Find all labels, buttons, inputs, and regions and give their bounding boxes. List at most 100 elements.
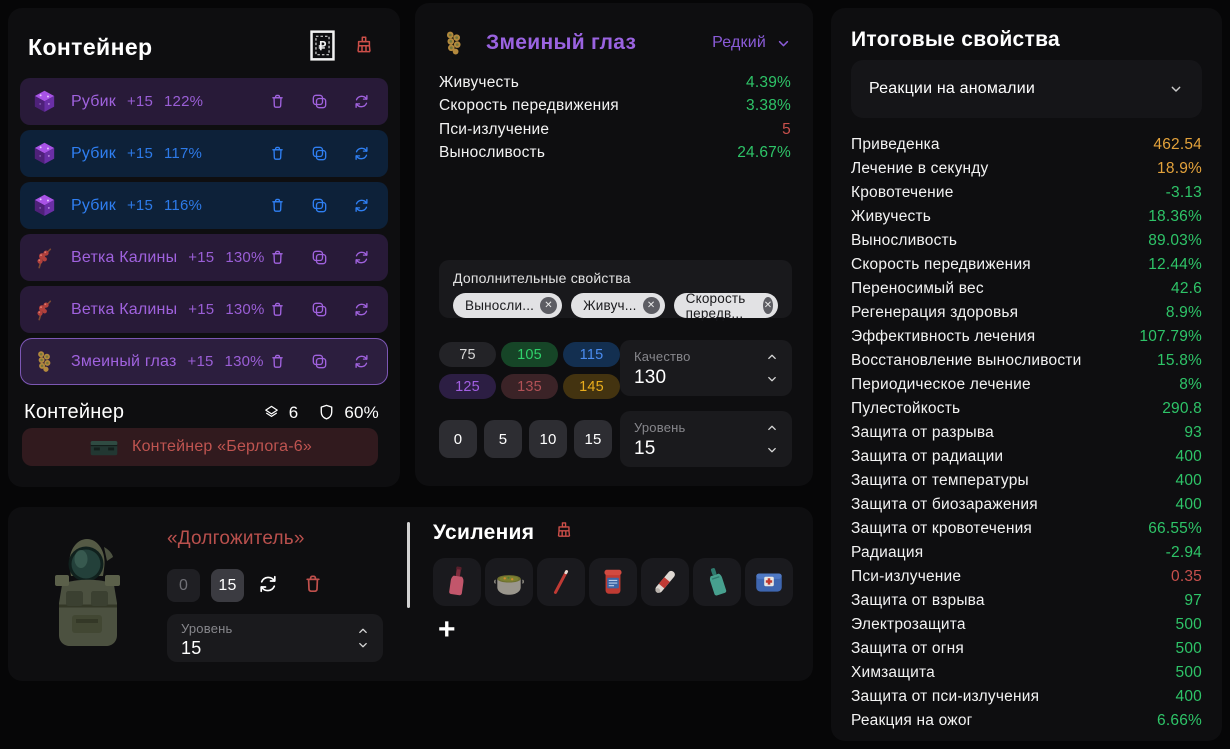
- property-chip[interactable]: Скорость передв... ✕: [673, 291, 778, 321]
- stat-label: Защита от огня: [851, 640, 964, 657]
- stat-label: Реакция на ожог: [851, 712, 973, 729]
- scrollbar[interactable]: [407, 522, 410, 608]
- chevron-up-icon[interactable]: [765, 421, 779, 435]
- svg-text:₽: ₽: [319, 39, 327, 53]
- container-item-list: Рубик +15 122% Рубик +15 117% Рубик +15 116% Ветк…: [20, 78, 388, 390]
- delete-item-button[interactable]: [268, 92, 287, 111]
- item-upgrade-level: +15: [126, 145, 153, 162]
- armor-level-select[interactable]: Уровень 15: [167, 614, 383, 662]
- boost-item-teal-bottle[interactable]: [693, 558, 741, 606]
- boost-item-injector-tube[interactable]: [641, 558, 689, 606]
- reroll-item-button[interactable]: [352, 196, 371, 215]
- quality-option-115[interactable]: 115: [563, 342, 620, 367]
- reroll-item-button[interactable]: [352, 352, 371, 371]
- container-panel-title: Контейнер: [28, 33, 153, 60]
- anomaly-filter-select[interactable]: Реакции на аномалии: [851, 60, 1202, 118]
- container-item-row[interactable]: Змеиный глаз +15 130%: [20, 338, 388, 385]
- container-item-row[interactable]: Рубик +15 117%: [20, 130, 388, 177]
- clear-container-button[interactable]: [352, 34, 376, 61]
- slots-count: 6: [288, 402, 299, 422]
- item-name: Ветка Калины: [71, 248, 178, 266]
- delete-item-button[interactable]: [268, 144, 287, 163]
- stat-value: 5: [782, 120, 791, 138]
- duplicate-item-button[interactable]: [310, 144, 329, 163]
- stat-row: Выносливость 89.03%: [851, 229, 1202, 253]
- property-chip[interactable]: Выносли... ✕: [453, 293, 563, 318]
- boost-item-first-aid-kit[interactable]: [745, 558, 793, 606]
- boosts-title: Усиления: [433, 520, 535, 544]
- delete-item-button[interactable]: [268, 248, 287, 267]
- remove-property-button[interactable]: ✕: [763, 297, 773, 314]
- delete-armor-button[interactable]: [292, 572, 325, 599]
- item-name: Рубик: [71, 196, 116, 214]
- price-receipt-button[interactable]: ₽: [310, 30, 335, 64]
- level-option-10[interactable]: 10: [529, 420, 567, 458]
- item-actions: [268, 352, 371, 371]
- quality-option-135[interactable]: 135: [501, 374, 558, 399]
- chevron-up-icon[interactable]: [356, 624, 370, 638]
- stat-value: 18.36%: [1148, 208, 1202, 225]
- reset-armor-button[interactable]: [256, 572, 280, 599]
- remove-property-button[interactable]: ✕: [642, 297, 660, 314]
- rubik-cube-icon: [31, 192, 58, 219]
- rubik-cube-icon: [31, 88, 58, 115]
- stat-value: 24.67%: [737, 144, 791, 162]
- boost-item-stew-pot[interactable]: [485, 558, 533, 606]
- boost-item-wine-bottle[interactable]: [433, 558, 481, 606]
- item-detail-header: Змеиный глаз Редкий: [439, 26, 792, 60]
- stat-row: Защита от разрыва 93: [851, 421, 1202, 445]
- chevron-down-icon[interactable]: [765, 443, 779, 457]
- quality-select[interactable]: Качество 130: [620, 340, 792, 396]
- level-option-15[interactable]: 15: [574, 420, 612, 458]
- ruble-receipt-icon: ₽: [310, 30, 335, 61]
- duplicate-item-button[interactable]: [310, 196, 329, 215]
- duplicate-item-button[interactable]: [310, 300, 329, 319]
- level-option-0[interactable]: 0: [439, 420, 477, 458]
- reroll-item-button[interactable]: [352, 248, 371, 267]
- duplicate-item-button[interactable]: [310, 352, 329, 371]
- stat-row: Периодическое лечение 8%: [851, 373, 1202, 397]
- reroll-item-button[interactable]: [352, 300, 371, 319]
- chevron-down-icon[interactable]: [356, 638, 370, 652]
- container-select-button[interactable]: Контейнер «Берлога-6»: [22, 428, 378, 466]
- level-option-5[interactable]: 5: [484, 420, 522, 458]
- stat-label: Восстановление выносливости: [851, 352, 1082, 369]
- chevron-up-icon[interactable]: [765, 350, 779, 364]
- delete-item-button[interactable]: [268, 300, 287, 319]
- remove-property-button[interactable]: ✕: [540, 297, 558, 314]
- boosts-header: Усиления: [433, 520, 575, 545]
- container-item-row[interactable]: Рубик +15 116%: [20, 182, 388, 229]
- delete-item-button[interactable]: [268, 196, 287, 215]
- level-select[interactable]: Уровень 15: [620, 411, 792, 467]
- kalina-branch-icon: [31, 296, 58, 323]
- stat-label: Пси-излучение: [851, 568, 962, 585]
- property-chip[interactable]: Живуч... ✕: [571, 293, 665, 318]
- delete-item-button[interactable]: [268, 352, 287, 371]
- quality-option-145[interactable]: 145: [563, 374, 620, 399]
- item-name: Рубик: [71, 92, 116, 110]
- boost-item-supplement-jar[interactable]: [589, 558, 637, 606]
- reroll-item-button[interactable]: [352, 92, 371, 111]
- container-item-row[interactable]: Рубик +15 122%: [20, 78, 388, 125]
- clear-boosts-button[interactable]: [553, 520, 575, 545]
- add-boost-button[interactable]: +: [438, 613, 456, 646]
- container-item-row[interactable]: Ветка Калины +15 130%: [20, 286, 388, 333]
- stat-row: Реакция на ожог 6.66%: [851, 709, 1202, 733]
- quality-option-105[interactable]: 105: [501, 342, 558, 367]
- boost-item-red-flare[interactable]: [537, 558, 585, 606]
- stat-value: 66.55%: [1148, 520, 1202, 537]
- container-item-row[interactable]: Ветка Калины +15 130%: [20, 234, 388, 281]
- level-select-value: 15: [634, 438, 656, 459]
- armor-level-option-15[interactable]: 15: [211, 569, 244, 602]
- duplicate-item-button[interactable]: [310, 248, 329, 267]
- item-upgrade-level: +15: [126, 93, 153, 110]
- chevron-down-icon[interactable]: [765, 372, 779, 386]
- armor-level-option-0[interactable]: 0: [167, 569, 200, 602]
- quality-option-75[interactable]: 75: [439, 342, 496, 367]
- reroll-item-button[interactable]: [352, 144, 371, 163]
- item-name: Рубик: [71, 144, 116, 162]
- stat-row: Пси-излучение 0.35: [851, 565, 1202, 589]
- duplicate-item-button[interactable]: [310, 92, 329, 111]
- rarity-select[interactable]: Редкий: [712, 34, 792, 52]
- quality-option-125[interactable]: 125: [439, 374, 496, 399]
